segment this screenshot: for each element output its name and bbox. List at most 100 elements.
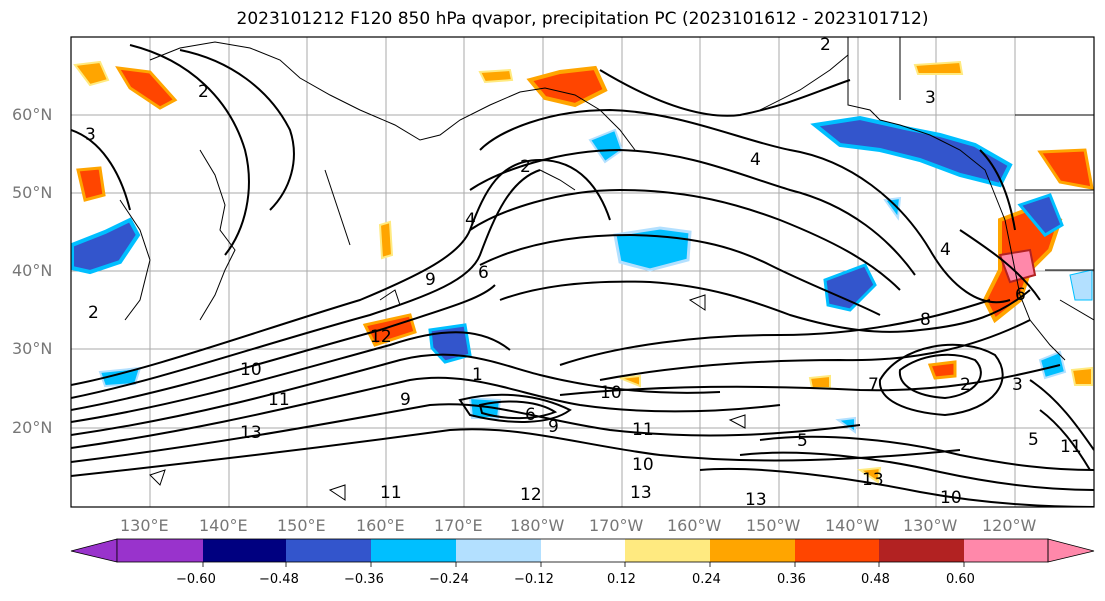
colorbar-segment (625, 539, 710, 562)
lon-label: 140°E (199, 516, 248, 535)
contour-label: 12 (520, 485, 542, 505)
coast-detail (149, 289, 746, 501)
precip-patch (823, 263, 877, 312)
coastlines (119, 37, 1094, 361)
lat-label: 60°N (12, 105, 53, 124)
contour-label: 13 (745, 490, 767, 510)
precip-patch (927, 360, 957, 380)
precip-patch (478, 68, 514, 84)
colorbar-segment (541, 539, 625, 562)
colorbar-tick-label: −0.24 (429, 572, 469, 587)
contour-label: 4 (940, 240, 951, 260)
precip-patch (1070, 366, 1093, 386)
lon-label: 140°W (825, 516, 880, 535)
colorbar-segment (964, 539, 1048, 562)
qvapor-contours (71, 44, 1094, 507)
contour-label: 2 (198, 82, 209, 102)
contour-label: 6 (1015, 285, 1026, 305)
contour-label: 11 (1060, 437, 1082, 457)
colorbar-segment (286, 539, 371, 562)
lon-label: 130°E (120, 516, 169, 535)
colorbar-tick-label: 0.12 (607, 572, 636, 587)
lat-label: 40°N (12, 261, 53, 280)
lon-label: 130°W (903, 516, 958, 535)
colorbar-tick-label: −0.60 (176, 572, 216, 587)
contour-label: 13 (240, 423, 262, 443)
colorbar-extend-low (70, 538, 118, 563)
precip-patch (857, 466, 882, 484)
precip-patch (998, 248, 1037, 284)
colorbar-segment (879, 539, 964, 562)
contour-label: 10 (940, 488, 962, 508)
colorbar-tick-label: 0.36 (777, 572, 806, 587)
contour-label: 9 (400, 390, 411, 410)
lat-label: 30°N (12, 339, 53, 358)
contour-label: 13 (630, 483, 652, 503)
map-gridlines (71, 37, 1094, 507)
contour-label: 1 (472, 365, 483, 385)
precip-patch (1037, 148, 1094, 190)
contour-label: 10 (632, 455, 654, 475)
lon-label: 160°E (356, 516, 405, 535)
contour-label: 2 (960, 375, 971, 395)
precip-patch (810, 115, 1013, 188)
lon-label: 150°W (746, 516, 801, 535)
lon-label: 170°W (589, 516, 644, 535)
precip-patch (115, 66, 178, 110)
map-title: 2023101212 F120 850 hPa qvapor, precipit… (236, 9, 929, 29)
contour-label: 8 (920, 310, 931, 330)
precip-patch (808, 374, 831, 389)
colorbar-tick-label: 0.24 (692, 572, 721, 587)
contour-label: 4 (465, 210, 476, 230)
precip-patch (428, 323, 472, 364)
lon-label: 170°E (434, 516, 483, 535)
precip-patch (98, 366, 142, 388)
precip-patch (526, 65, 608, 108)
precip-patch (378, 220, 394, 260)
contour-label: 4 (750, 150, 761, 170)
contour-label: 10 (240, 360, 262, 380)
colorbar (70, 538, 1095, 567)
colorbar-tick-label: −0.12 (514, 572, 554, 587)
contour-label: 9 (425, 270, 436, 290)
lat-label: 50°N (12, 183, 53, 202)
contour-label: 7 (868, 375, 879, 395)
colorbar-segment (456, 539, 541, 562)
colorbar-segment (203, 539, 286, 562)
colorbar-segment (371, 539, 456, 562)
map-frame (70, 36, 1095, 508)
contour-label: 9 (548, 417, 559, 437)
precip-patch (913, 60, 964, 75)
contour-labels: 2 3 2 3 2 4 4 4 6 8 9 9 9 10 10 10 10 11… (85, 35, 1082, 510)
contour-label: 10 (600, 383, 622, 403)
colorbar-segment (710, 539, 795, 562)
precip-patch (76, 166, 106, 202)
contour-label: 5 (1028, 430, 1039, 450)
contour-label: 3 (1012, 375, 1023, 395)
lon-label: 120°W (982, 516, 1037, 535)
precip-patch (1069, 269, 1093, 301)
precipitation-shading (71, 60, 1094, 484)
precip-patch (1017, 193, 1064, 237)
colorbar-tick-label: 0.48 (861, 572, 890, 587)
contour-label: 11 (268, 390, 290, 410)
contour-label: 12 (370, 327, 392, 347)
colorbar-segment (117, 539, 203, 562)
precip-patch (613, 226, 692, 272)
contour-label: 11 (632, 420, 654, 440)
precip-patch (1038, 350, 1067, 380)
colorbar-tick-label: −0.36 (344, 572, 384, 587)
contour-label: 6 (525, 405, 536, 425)
map-plot-area: 2 3 2 3 2 4 4 4 6 8 9 9 9 10 10 10 10 11… (71, 35, 1094, 510)
contour-label: 3 (85, 125, 96, 145)
lon-label: 150°E (277, 516, 326, 535)
lat-label: 20°N (12, 418, 53, 437)
contour-label: 2 (88, 303, 99, 323)
colorbar-segment (795, 539, 879, 562)
contour-label: 5 (797, 431, 808, 451)
contour-label: 2 (820, 35, 831, 55)
precip-patch (71, 217, 141, 275)
lon-label: 160°W (667, 516, 722, 535)
contour-label: 3 (925, 88, 936, 108)
